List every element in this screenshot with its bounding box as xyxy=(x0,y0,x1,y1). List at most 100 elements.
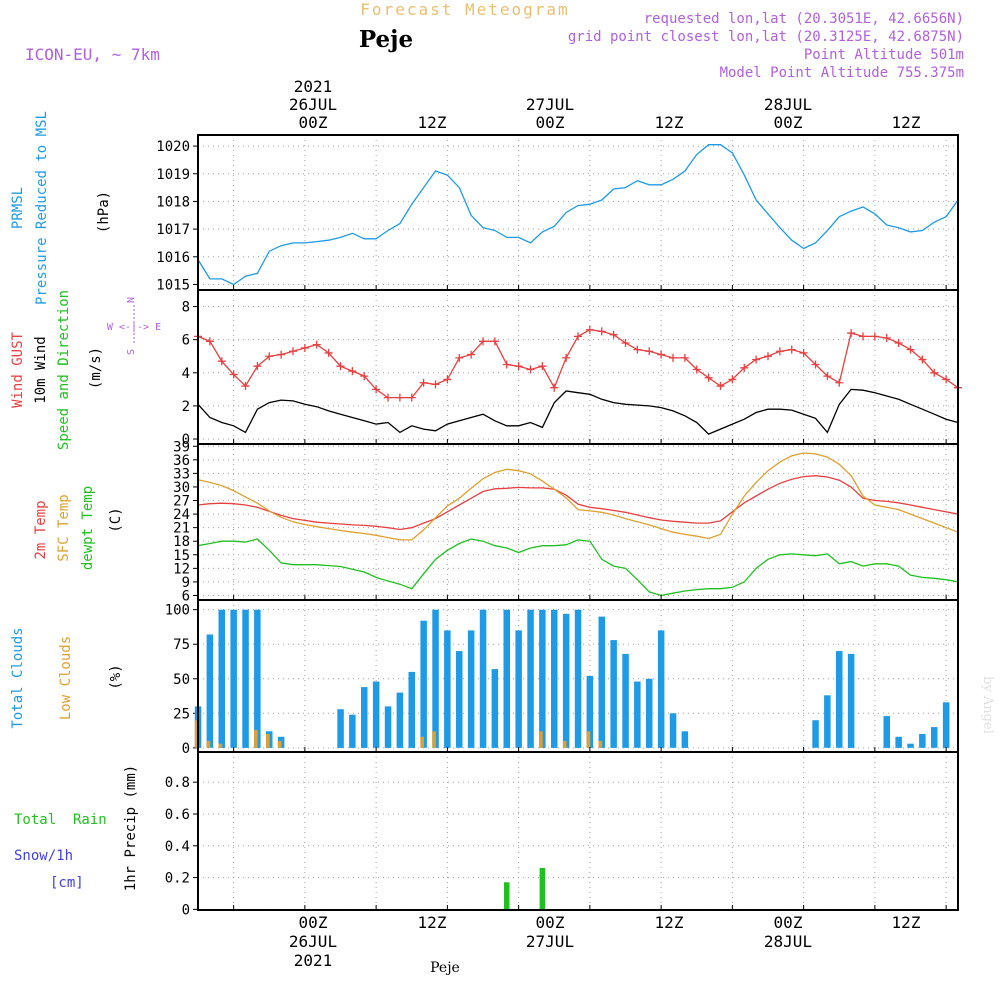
compass-south: S xyxy=(126,349,137,355)
low-clouds-label: Low Clouds xyxy=(58,636,74,720)
gust-marker xyxy=(490,337,499,346)
y-tick-label: 27 xyxy=(173,494,190,510)
y-tick-label: 36 xyxy=(173,453,190,469)
total-clouds-bar xyxy=(622,653,629,748)
gust-marker xyxy=(312,340,321,349)
temp-unit: (C) xyxy=(108,507,124,532)
2m-temp-line xyxy=(197,475,959,531)
y-tick-label: 2 xyxy=(182,399,190,415)
total-clouds-label: Total Clouds xyxy=(10,627,26,728)
y-tick-label: 39 xyxy=(173,439,190,455)
y-tick-label: 15 xyxy=(173,548,190,564)
low-clouds-bar xyxy=(218,743,223,748)
gust-marker xyxy=(894,338,903,347)
gust-marker xyxy=(419,378,428,387)
bottom-time-axis: 00Z 12Z 00Z 12Z 00Z 12Z 26JUL 27JUL 28JU… xyxy=(289,913,921,970)
y-tick-label: 24 xyxy=(173,507,190,523)
snow-unit-label: [cm] xyxy=(50,875,84,891)
snow-label: Snow/1h xyxy=(14,848,73,864)
gust-marker xyxy=(799,348,808,357)
panel-frame xyxy=(197,289,959,445)
total-clouds-bar xyxy=(895,736,902,748)
gust-marker xyxy=(752,355,761,364)
gust-marker xyxy=(597,327,606,336)
low-clouds-bar xyxy=(254,729,258,748)
bottom-tick-label: 00Z xyxy=(299,913,328,932)
total-clouds-bar xyxy=(254,609,261,748)
gust-marker xyxy=(930,368,939,377)
gust-marker xyxy=(550,383,559,392)
gust-marker xyxy=(823,372,832,381)
y-tick-label: 25 xyxy=(173,706,190,722)
total-clouds-bar xyxy=(420,620,427,748)
total-clouds-bar xyxy=(681,731,689,748)
gust-marker xyxy=(847,329,856,338)
total-clouds-bar xyxy=(669,713,677,748)
total-clouds-bar xyxy=(610,640,617,748)
plot-panels: 1015101610171018101910200246869121518212… xyxy=(156,134,962,918)
total-clouds-bar xyxy=(574,609,582,748)
total-clouds-bar xyxy=(349,714,356,748)
total-clouds-bar xyxy=(551,609,558,748)
wind-dir-label: Speed and Direction xyxy=(56,290,72,450)
wind-panel-labels: Wind GUST 10m Wind Speed and Direction (… xyxy=(10,290,161,450)
gust-marker xyxy=(253,362,262,371)
clouds-unit: (%) xyxy=(108,664,124,689)
gust-marker xyxy=(728,375,737,384)
total-clouds-bar xyxy=(361,687,368,748)
gust-marker xyxy=(859,332,867,341)
gust-marker xyxy=(764,352,772,361)
bottom-tick-label: 00Z xyxy=(536,913,565,932)
y-tick-label: 0 xyxy=(182,902,190,918)
gust-marker xyxy=(633,345,642,354)
total-rain-bar xyxy=(539,868,546,910)
model-altitude: Model Point Altitude 755.375m xyxy=(720,65,964,81)
wind-unit: (m/s) xyxy=(88,347,104,389)
y-tick-label: 12 xyxy=(173,561,190,577)
y-tick-label: 0 xyxy=(182,741,190,757)
gust-marker xyxy=(372,385,381,394)
gust-marker xyxy=(704,373,713,382)
y-tick-label: 4 xyxy=(182,366,190,382)
top-tick-label: 00Z xyxy=(774,113,803,132)
gust-marker xyxy=(241,382,250,391)
total-clouds-bar xyxy=(907,743,914,748)
gust-marker xyxy=(692,365,701,374)
total-clouds-bar xyxy=(586,676,594,748)
gust-marker xyxy=(360,372,369,381)
total-clouds-bar xyxy=(218,609,225,748)
10m-wind-line xyxy=(197,388,959,435)
y-tick-label: 8 xyxy=(182,300,190,316)
gust-marker xyxy=(716,382,725,391)
clouds-panel: 0 25 50 75 100 xyxy=(165,599,959,757)
gust-marker xyxy=(538,362,547,371)
total-clouds-bar xyxy=(515,630,522,748)
gust-marker xyxy=(502,360,511,369)
sfc-temp-line xyxy=(197,452,959,541)
total-clouds-bar xyxy=(396,692,404,748)
bottom-date-label: 26JUL xyxy=(289,932,337,951)
dewpt-temp-line xyxy=(197,538,959,597)
top-tick-label: 00Z xyxy=(299,113,328,132)
gust-marker xyxy=(205,337,214,346)
t2m-label: 2m Temp xyxy=(33,500,49,559)
low-clouds-bar xyxy=(432,731,436,748)
requested-coords: requested lon,lat (20.3051E, 42.6656N) xyxy=(644,11,964,27)
total-clouds-bar xyxy=(883,716,890,748)
bottom-tick-label: 12Z xyxy=(655,913,684,932)
total-clouds-bar xyxy=(467,630,475,748)
gust-marker xyxy=(277,350,286,359)
total-clouds-bar xyxy=(931,727,938,748)
gridpoint-coords: grid point closest lon,lat (20.3125E, 42… xyxy=(568,29,964,45)
total-clouds-bar xyxy=(539,609,546,748)
y-tick-label: 6 xyxy=(182,588,190,604)
gust-marker xyxy=(395,393,404,402)
low-clouds-bar xyxy=(420,736,424,748)
bottom-year-label: 2021 xyxy=(294,951,333,970)
wind-gust-label: Wind GUST xyxy=(10,332,26,408)
total-clouds-bar xyxy=(942,702,950,748)
clouds-panel-labels: Total Clouds Low Clouds (%) xyxy=(10,627,124,728)
bottom-tick-label: 12Z xyxy=(418,913,447,932)
total-clouds-bar xyxy=(242,609,249,748)
